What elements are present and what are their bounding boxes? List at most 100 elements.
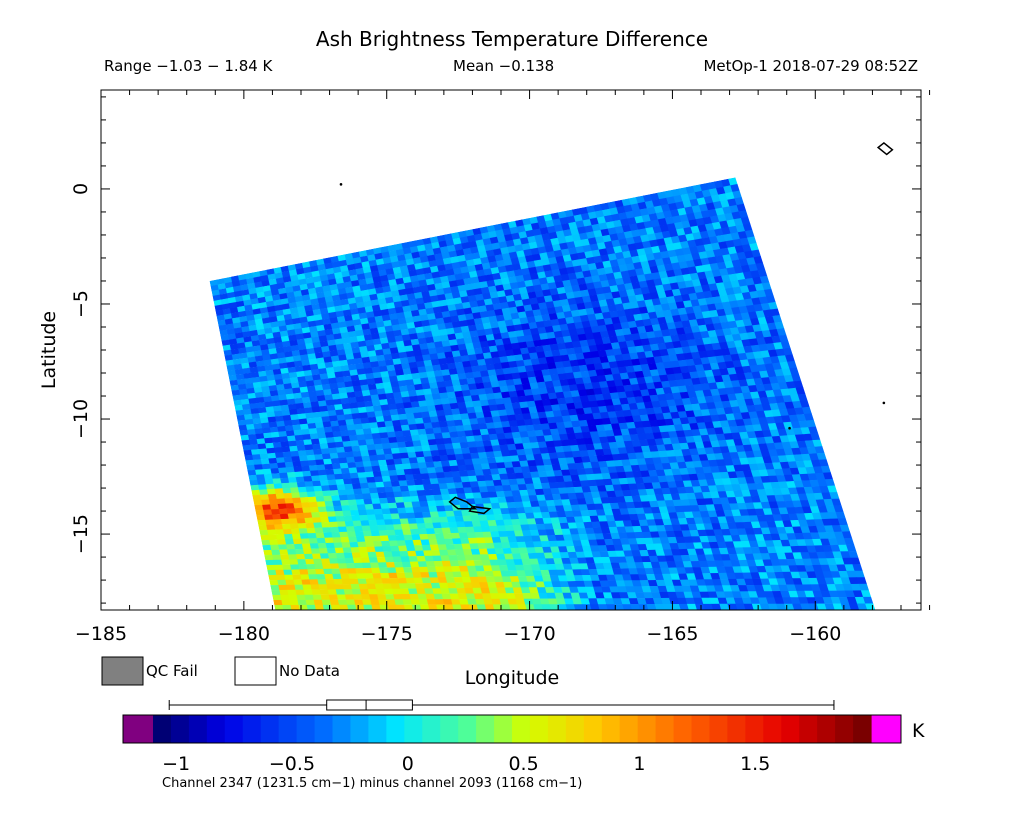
swath-cell <box>658 270 669 279</box>
swath-cell <box>249 329 259 337</box>
swath-cell <box>732 386 743 394</box>
swath-cell <box>716 186 726 195</box>
swath-cell <box>343 478 353 485</box>
swath-cell <box>395 248 405 256</box>
swath-cell <box>488 345 499 353</box>
swath-cell <box>739 237 750 246</box>
swath-cell <box>396 283 406 291</box>
swath-cell <box>268 278 278 286</box>
swath-cell <box>640 234 650 243</box>
swath-cell <box>381 342 391 350</box>
swath-cell <box>733 412 744 421</box>
swath-cell <box>573 239 583 248</box>
swath-cell <box>594 393 605 401</box>
swath-cell <box>439 363 450 371</box>
swath-cell <box>599 330 610 339</box>
swath-cell <box>312 341 322 349</box>
swath-cell <box>414 262 424 270</box>
swath-cell <box>332 573 342 580</box>
swath-cell <box>706 276 717 285</box>
swath-cell <box>714 228 724 237</box>
swath-cell <box>765 316 775 324</box>
swath-cell <box>782 395 793 403</box>
swath-cell <box>255 433 265 440</box>
swath-cell <box>725 240 736 248</box>
swath-cell <box>285 430 295 437</box>
swath-cell <box>301 327 311 334</box>
swath-cell <box>367 350 377 357</box>
swath-cell <box>476 329 487 337</box>
swath-cell <box>276 420 286 427</box>
swath-cell <box>254 355 264 362</box>
swath-cell <box>345 353 355 360</box>
swath-cell <box>344 252 354 260</box>
swath-cell <box>660 303 671 311</box>
swath-cell <box>791 374 802 382</box>
swath-cell <box>363 334 373 341</box>
swath-cell <box>338 494 349 501</box>
swath-cell <box>599 356 610 364</box>
swath-cell <box>616 335 627 343</box>
swath-cell <box>591 381 602 389</box>
swath-cell <box>606 355 617 363</box>
swath-cell <box>713 248 723 257</box>
swath-cell <box>298 564 308 570</box>
swath-cell <box>269 580 279 586</box>
swath-cell <box>276 352 286 359</box>
swath-cell <box>524 334 534 342</box>
swath-cell <box>271 473 281 479</box>
swath-cell <box>448 339 459 347</box>
swath-cell <box>547 282 558 290</box>
swath-cell <box>502 426 513 434</box>
swath-cell <box>553 249 564 258</box>
swath-cell <box>270 504 280 510</box>
swath-cell <box>582 219 592 227</box>
swath-cell <box>740 412 751 420</box>
swath-cell <box>228 374 238 381</box>
swath-cell <box>513 293 523 302</box>
swath-cell <box>264 554 274 561</box>
swath-cell <box>696 396 707 404</box>
swath-cell <box>586 231 596 239</box>
swath-cell <box>748 385 759 393</box>
swath-cell <box>324 262 334 270</box>
swath-cell <box>280 367 290 375</box>
swath-cell <box>323 356 333 363</box>
swath-cell <box>266 268 276 276</box>
swath-cell <box>656 238 666 247</box>
swath-cell <box>213 299 223 307</box>
swath-cell <box>592 306 603 315</box>
swath-cell <box>510 396 520 404</box>
swath-cell <box>670 386 681 394</box>
swath-cell <box>313 522 323 529</box>
swath-cell <box>511 287 521 296</box>
swath-cell <box>462 247 472 256</box>
swath-cell <box>720 321 731 330</box>
swath-cell <box>221 339 231 346</box>
swath-cell <box>702 389 713 397</box>
swath-cell <box>271 400 281 407</box>
swath-cell <box>567 353 578 361</box>
swath-cell <box>466 234 476 243</box>
swath-cell <box>361 422 371 430</box>
swath-cell <box>744 372 754 380</box>
mean-text: Mean −0.138 <box>453 57 554 75</box>
swath-cell <box>773 342 784 350</box>
swath-cell <box>321 383 331 391</box>
swath-cell <box>469 330 479 338</box>
swath-cell <box>404 252 414 261</box>
swath-cell <box>273 373 283 381</box>
swath-cell <box>370 394 380 401</box>
swath-cell <box>577 252 587 260</box>
swath-cell <box>551 269 561 277</box>
swath-cell <box>298 278 308 286</box>
swath-cell <box>496 235 507 243</box>
swath-cell <box>579 339 589 348</box>
swath-cell <box>576 383 586 391</box>
swath-cell <box>301 261 311 269</box>
swath-cell <box>515 275 525 283</box>
swath-cell <box>392 419 402 427</box>
swath-cell <box>453 356 463 363</box>
swath-cell <box>622 302 632 310</box>
swath-cell <box>688 292 699 301</box>
